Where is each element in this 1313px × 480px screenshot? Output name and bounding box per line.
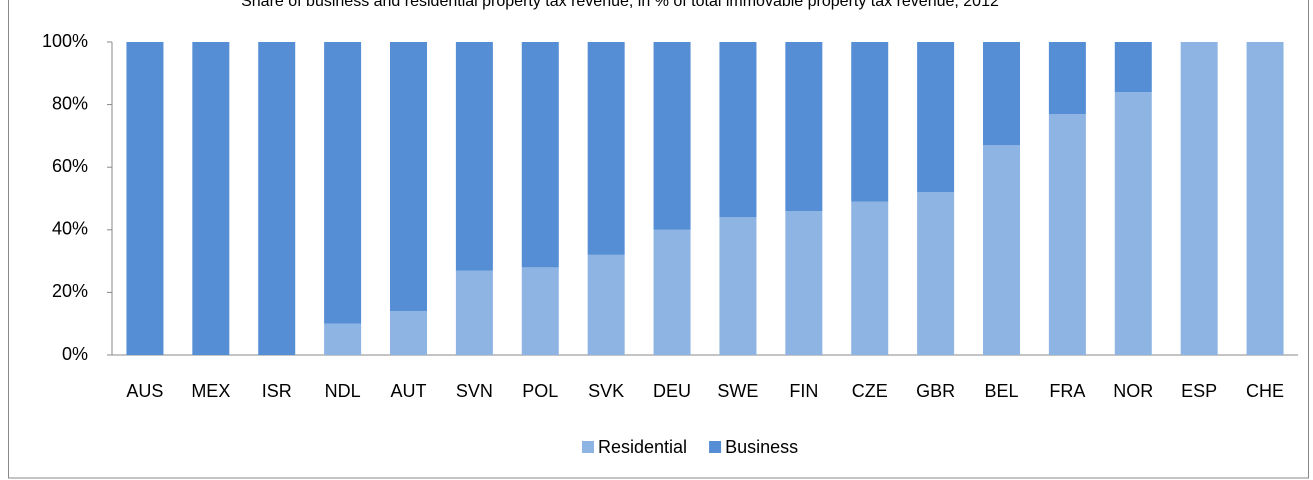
bar-segment bbox=[851, 201, 889, 355]
bar-segment bbox=[653, 229, 691, 355]
x-tick-label: SVK bbox=[588, 381, 624, 401]
y-tick-label: 40% bbox=[52, 219, 88, 239]
chart-border bbox=[8, 0, 1309, 479]
legend-label: Business bbox=[725, 437, 798, 457]
bar-segment bbox=[653, 42, 691, 230]
bar-segment bbox=[587, 254, 625, 355]
bar-segment bbox=[192, 42, 230, 355]
x-tick-label: ISR bbox=[262, 381, 292, 401]
x-tick-label: CZE bbox=[852, 381, 888, 401]
bar-segment bbox=[785, 42, 823, 212]
bar-segment bbox=[390, 311, 427, 355]
y-tick-label: 100% bbox=[42, 31, 88, 51]
y-tick-label: 80% bbox=[52, 93, 88, 113]
bar-segment bbox=[983, 42, 1020, 146]
bar-segment bbox=[785, 211, 823, 355]
bar-segment bbox=[719, 217, 757, 355]
x-tick-label: AUT bbox=[391, 381, 427, 401]
bar-segment bbox=[455, 270, 493, 355]
chart-title: Share of business and residential proper… bbox=[241, 0, 999, 10]
bar-segment bbox=[917, 42, 955, 193]
x-tick-label: CHE bbox=[1246, 381, 1284, 401]
bar-segment bbox=[719, 42, 757, 218]
x-tick-label: FRA bbox=[1049, 381, 1085, 401]
bar-segment bbox=[983, 145, 1020, 355]
legend-swatch bbox=[709, 441, 722, 453]
bar-segment bbox=[258, 42, 296, 355]
legend-label: Residential bbox=[598, 437, 687, 457]
bar-segment bbox=[1114, 92, 1152, 355]
y-tick-label: 20% bbox=[52, 281, 88, 301]
bar-segment bbox=[521, 42, 559, 268]
y-tick-label: 0% bbox=[62, 344, 88, 364]
x-tick-label: GBR bbox=[916, 381, 955, 401]
legend-swatch bbox=[582, 441, 594, 453]
x-tick-label: NOR bbox=[1113, 381, 1153, 401]
x-tick-label: AUS bbox=[126, 381, 163, 401]
bar-segment bbox=[1048, 113, 1086, 356]
y-tick-label: 60% bbox=[52, 156, 88, 176]
x-tick-label: BEL bbox=[984, 381, 1018, 401]
bar-segment bbox=[1048, 42, 1086, 114]
x-tick-label: DEU bbox=[653, 381, 691, 401]
x-tick-label: SWE bbox=[717, 381, 758, 401]
bar-segment bbox=[324, 42, 362, 324]
bar-segment bbox=[1180, 42, 1218, 355]
bar-segment bbox=[917, 192, 955, 355]
bar-segment bbox=[455, 42, 493, 271]
bar-segment bbox=[521, 267, 559, 355]
bar-segment bbox=[1114, 42, 1152, 93]
x-tick-label: ESP bbox=[1181, 381, 1217, 401]
bar-segment bbox=[126, 42, 164, 355]
x-tick-label: SVN bbox=[456, 381, 493, 401]
bar-segment bbox=[390, 42, 427, 312]
bar-segment bbox=[324, 323, 362, 355]
x-tick-label: NDL bbox=[325, 381, 361, 401]
x-tick-label: POL bbox=[522, 381, 558, 401]
x-tick-label: FIN bbox=[789, 381, 818, 401]
bar-segment bbox=[1246, 42, 1284, 355]
x-tick-label: MEX bbox=[191, 381, 230, 401]
bar-segment bbox=[851, 42, 889, 202]
bar-segment bbox=[587, 42, 625, 255]
